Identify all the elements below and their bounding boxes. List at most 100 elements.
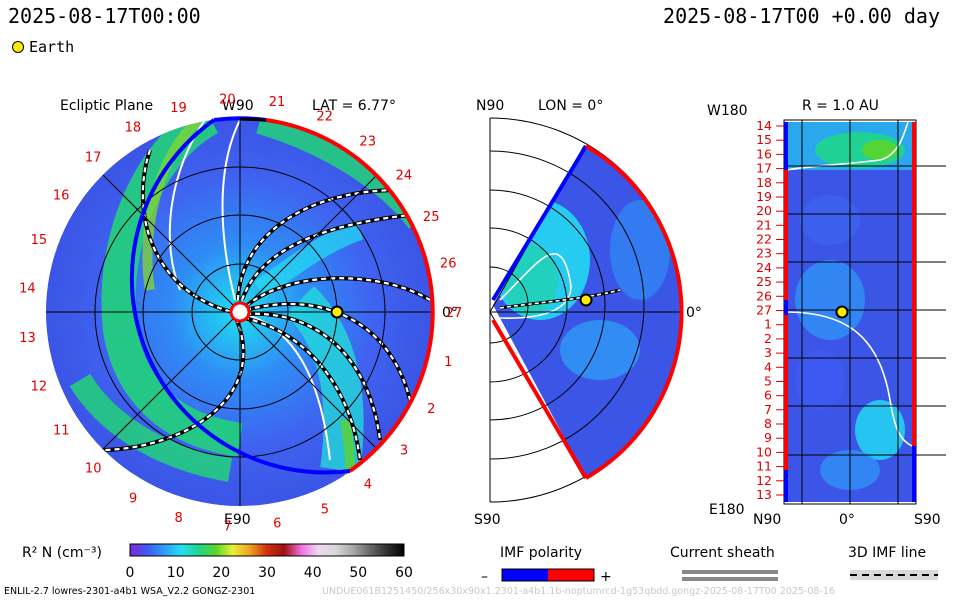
ecliptic-ring-label: 1 bbox=[444, 355, 452, 370]
ecliptic-ring-label: 27 bbox=[446, 306, 463, 321]
ecliptic-ring-label: 24 bbox=[396, 168, 413, 183]
sphere-y-label: 14 bbox=[756, 118, 772, 133]
sphere-y-label: 18 bbox=[756, 175, 772, 190]
sphere-y-label: 16 bbox=[756, 146, 772, 161]
sphere-y-label: 9 bbox=[764, 430, 772, 445]
meridional-top-label: N90 bbox=[476, 98, 504, 114]
imf-negative-swatch bbox=[502, 569, 548, 581]
colorbar-tick-label: 10 bbox=[167, 565, 185, 581]
colorbar-tick-label: 60 bbox=[395, 565, 413, 581]
ecliptic-bottom-label: E90 bbox=[224, 512, 251, 528]
ecliptic-ring-label: 23 bbox=[359, 134, 376, 149]
earth-marker-meridional bbox=[579, 293, 593, 307]
imf3d-legend: 3D IMF line bbox=[848, 545, 938, 580]
sphere-y-label: 17 bbox=[756, 161, 772, 176]
ecliptic-ring-label: 13 bbox=[19, 331, 36, 346]
imf3d-title: 3D IMF line bbox=[848, 545, 926, 561]
ecliptic-ring-label: 4 bbox=[364, 478, 372, 493]
current-sheath-swatch-top bbox=[682, 570, 778, 574]
earth-marker-icon bbox=[12, 41, 24, 53]
sphere-panel: W180 R = 1.0 AU E180 N90 0° S90 bbox=[707, 98, 946, 528]
sphere-y-label: 21 bbox=[756, 217, 772, 232]
ecliptic-ring-label: 18 bbox=[125, 121, 142, 136]
colorbar-ticks: 0 10 20 30 40 50 60 bbox=[126, 565, 413, 581]
sphere-y-label: 19 bbox=[756, 189, 772, 204]
ecliptic-ring-label: 19 bbox=[170, 101, 187, 116]
sphere-y-label: 25 bbox=[756, 274, 772, 289]
sphere-y-label: 5 bbox=[764, 374, 772, 389]
colorbar-gradient bbox=[129, 543, 405, 557]
ecliptic-ring-label: 10 bbox=[85, 462, 102, 477]
earth-legend-label: Earth bbox=[29, 38, 75, 56]
colorbar-tick-label: 20 bbox=[212, 565, 230, 581]
current-sheath-title: Current sheath bbox=[670, 545, 775, 561]
sphere-y-label: 22 bbox=[756, 232, 772, 247]
sphere-y-label: 7 bbox=[764, 402, 772, 417]
ecliptic-ring-label: 7 bbox=[224, 520, 232, 535]
sphere-title: R = 1.0 AU bbox=[802, 98, 879, 114]
sphere-x-label-right: S90 bbox=[914, 512, 941, 528]
earth-marker-sphere bbox=[835, 305, 849, 319]
timestamp-left: 2025-08-17T00:00 bbox=[8, 4, 201, 28]
ecliptic-ring-label: 11 bbox=[53, 424, 70, 439]
timestamp-right: 2025-08-17T00 +0.00 day bbox=[663, 4, 940, 28]
sphere-y-label: 13 bbox=[756, 487, 772, 502]
current-sheath-swatch-bottom bbox=[682, 577, 778, 581]
ecliptic-lat-label: LAT = 6.77° bbox=[312, 98, 396, 114]
current-sheath-legend: Current sheath bbox=[670, 545, 778, 581]
ecliptic-ring-label: 3 bbox=[400, 444, 408, 459]
sphere-y-label: 12 bbox=[756, 473, 772, 488]
ecliptic-negative-sector bbox=[129, 118, 351, 475]
ecliptic-right-label: 0° bbox=[442, 305, 458, 321]
ecliptic-ring-label: 21 bbox=[269, 95, 286, 110]
ecliptic-ring-label: 17 bbox=[85, 150, 102, 165]
sphere-y-label: 10 bbox=[756, 444, 772, 459]
meridional-right-label: 0° bbox=[686, 305, 702, 321]
earth-legend: Earth bbox=[12, 38, 74, 56]
colorbar-label: R² N (cm⁻³) bbox=[22, 545, 102, 561]
sphere-x-label-left: N90 bbox=[753, 512, 781, 528]
meridional-panel: N90 LON = 0° 0° S90 bbox=[474, 98, 702, 528]
ecliptic-ring-label: 2 bbox=[427, 402, 435, 417]
colorbar-tick-label: 30 bbox=[258, 565, 276, 581]
ecliptic-ring-label: 26 bbox=[440, 257, 457, 272]
meridional-bottom-label: S90 bbox=[474, 512, 501, 528]
sphere-y-label: 3 bbox=[764, 345, 772, 360]
sphere-y-label: 23 bbox=[756, 246, 772, 261]
ecliptic-ring-label: 25 bbox=[423, 210, 440, 225]
ecliptic-ring-label: 6 bbox=[273, 517, 281, 532]
colorbar-tick-label: 40 bbox=[304, 565, 322, 581]
ecliptic-ring-label: 22 bbox=[316, 110, 333, 125]
sphere-y-label: 27 bbox=[756, 303, 772, 318]
imf-positive-swatch bbox=[548, 569, 594, 581]
imf-polarity-legend: IMF polarity – + bbox=[481, 545, 612, 585]
sphere-y-label: 11 bbox=[756, 459, 772, 474]
sphere-bottom-left-label: E180 bbox=[709, 502, 745, 518]
imf-polarity-title: IMF polarity bbox=[500, 545, 582, 561]
sphere-y-label: 1 bbox=[764, 317, 772, 332]
ecliptic-ring-label: 14 bbox=[19, 281, 36, 296]
sphere-top-left-label: W180 bbox=[707, 103, 748, 119]
sun-inner-boundary bbox=[229, 301, 251, 323]
imf-plus-label: + bbox=[600, 569, 612, 585]
imf-minus-label: – bbox=[481, 569, 488, 585]
meridional-lon-label: LON = 0° bbox=[538, 98, 603, 114]
sphere-y-label: 4 bbox=[764, 359, 772, 374]
sphere-y-labels: 1415161718192021222324252627123456789101… bbox=[756, 118, 784, 502]
sphere-y-label: 20 bbox=[756, 203, 772, 218]
ecliptic-ring-label: 16 bbox=[53, 189, 70, 204]
footer-model-info: ENLIL-2.7 lowres-2301-a4b1 WSA_V2.2 GONG… bbox=[4, 586, 256, 597]
ecliptic-ring-label: 20 bbox=[219, 92, 236, 107]
sphere-x-label-mid: 0° bbox=[839, 512, 855, 528]
ecliptic-ring-label: 8 bbox=[175, 511, 183, 526]
sphere-y-label: 2 bbox=[764, 331, 772, 346]
ecliptic-panel: Ecliptic Plane W90 LAT = 6.77° 0° E90 bbox=[19, 92, 462, 534]
ecliptic-ring-label: 5 bbox=[321, 502, 329, 517]
colorbar-tick-label: 0 bbox=[126, 565, 135, 581]
sphere-y-label: 24 bbox=[756, 260, 772, 275]
ecliptic-top-label: W90 bbox=[222, 98, 254, 114]
ecliptic-ring-label: 15 bbox=[31, 233, 48, 248]
sphere-y-label: 6 bbox=[764, 388, 772, 403]
